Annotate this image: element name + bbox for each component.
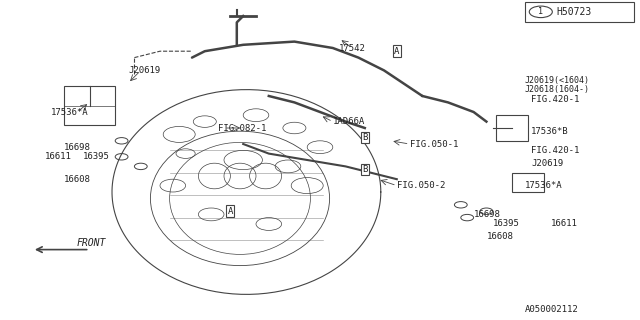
- Text: A: A: [394, 47, 399, 56]
- Text: 17536*A: 17536*A: [51, 108, 89, 116]
- Text: FIG.050-1: FIG.050-1: [410, 140, 458, 148]
- Text: FIG.050-2: FIG.050-2: [397, 181, 445, 190]
- Text: 1AD66A: 1AD66A: [333, 117, 365, 126]
- Text: 16698: 16698: [64, 143, 91, 152]
- Bar: [512, 173, 544, 192]
- Text: FIG.420-1: FIG.420-1: [531, 146, 580, 155]
- Text: 16608: 16608: [486, 232, 513, 241]
- Text: J20619(<1604): J20619(<1604): [525, 76, 590, 84]
- Text: 16611: 16611: [550, 220, 577, 228]
- Bar: [64, 86, 115, 125]
- Text: B: B: [362, 165, 367, 174]
- Text: J20618(1604-): J20618(1604-): [525, 85, 590, 94]
- Text: B: B: [362, 133, 367, 142]
- Text: 16698: 16698: [474, 210, 500, 219]
- Text: 1: 1: [538, 7, 543, 16]
- Bar: [496, 115, 528, 141]
- Bar: [525, 2, 634, 22]
- Text: A050002112: A050002112: [525, 305, 579, 314]
- Text: FIG.420-1: FIG.420-1: [531, 95, 580, 104]
- Text: FRONT: FRONT: [77, 238, 106, 248]
- Text: A: A: [228, 207, 233, 216]
- Text: J20619: J20619: [531, 159, 563, 168]
- Text: 16395: 16395: [493, 220, 520, 228]
- Text: FIG.082-1: FIG.082-1: [218, 124, 266, 132]
- Text: 17542: 17542: [339, 44, 366, 52]
- Text: 17536*A: 17536*A: [525, 181, 563, 190]
- Text: H50723: H50723: [557, 7, 592, 17]
- Text: J20619: J20619: [128, 66, 160, 75]
- Text: 16395: 16395: [83, 152, 110, 161]
- Text: 17536*B: 17536*B: [531, 127, 569, 136]
- Text: 16611: 16611: [45, 152, 72, 161]
- Text: 16608: 16608: [64, 175, 91, 184]
